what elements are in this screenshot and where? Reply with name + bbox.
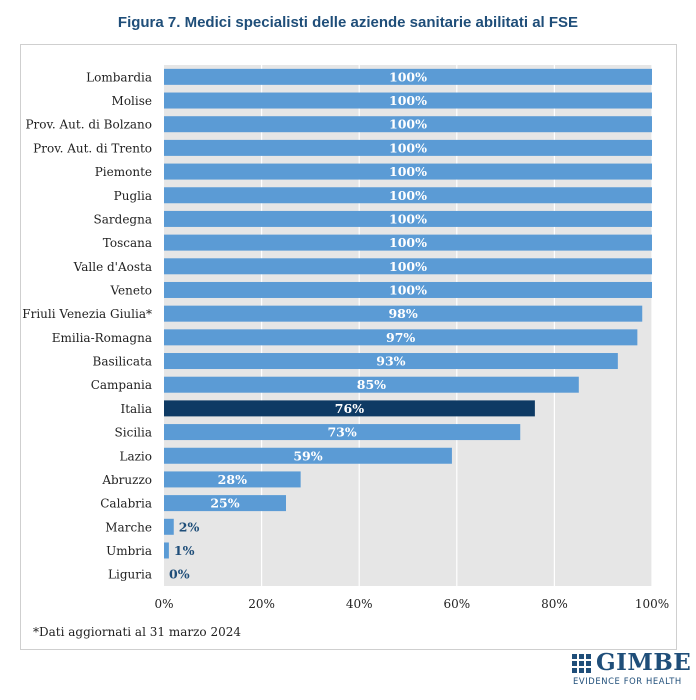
category-label: Marche (105, 520, 152, 534)
logo-tagline: EVIDENCE FOR HEALTH (573, 676, 682, 686)
data-label: 25% (210, 496, 239, 511)
x-tick-label: 40% (346, 597, 373, 611)
category-label: Toscana (103, 236, 152, 250)
bar-veneto (164, 281, 652, 298)
category-label: Prov. Aut. di Trento (33, 141, 152, 155)
data-label: 85% (357, 377, 386, 392)
data-label: 93% (376, 354, 405, 369)
data-label: 100% (389, 69, 427, 84)
x-tick-label: 20% (248, 597, 275, 611)
bar-toscana (164, 234, 652, 251)
category-label: Calabria (100, 497, 152, 511)
logo-name: GIMBE (596, 649, 692, 676)
bar-friuli-venezia-giulia- (164, 305, 643, 322)
data-label: 100% (389, 259, 427, 274)
bar-piemonte (164, 163, 652, 180)
data-label: 100% (389, 117, 427, 132)
bar-puglia (164, 187, 652, 204)
category-label: Friuli Venezia Giulia* (22, 307, 152, 321)
category-label: Piemonte (95, 165, 152, 179)
bar-basilicata (164, 353, 618, 370)
data-label: 100% (389, 188, 427, 203)
data-label: 98% (388, 306, 417, 321)
data-label: 100% (389, 211, 427, 226)
category-label: Sicilia (115, 426, 152, 440)
data-label: 0% (169, 567, 190, 582)
category-label: Valle d'Aosta (73, 260, 152, 274)
data-label: 73% (327, 425, 356, 440)
category-label: Italia (120, 402, 152, 416)
data-label: 97% (386, 330, 415, 345)
bar-sardegna (164, 210, 652, 227)
footnote: *Dati aggiornati al 31 marzo 2024 (33, 625, 241, 639)
data-label: 59% (293, 448, 322, 463)
category-label: Umbria (106, 544, 152, 558)
category-label: Liguria (108, 568, 152, 582)
bar-prov-aut-di-trento (164, 139, 652, 156)
bar-lombardia (164, 68, 652, 85)
bar-valle-d-aosta (164, 258, 652, 275)
bar-abruzzo (164, 471, 301, 488)
x-tick-label: 80% (541, 597, 568, 611)
category-label: Veneto (109, 283, 152, 297)
bar-marche (164, 518, 174, 535)
category-label: Prov. Aut. di Bolzano (25, 118, 152, 132)
chart-title: Figura 7. Medici specialisti delle azien… (117, 14, 579, 31)
bar-prov-aut-di-bolzano (164, 116, 652, 133)
category-label: Molise (112, 94, 152, 108)
data-label: 76% (335, 401, 364, 416)
data-label: 100% (389, 140, 427, 155)
bar-sicilia (164, 424, 521, 441)
category-label: Puglia (114, 189, 152, 203)
data-label: 1% (174, 543, 195, 558)
x-tick-label: 60% (443, 597, 470, 611)
data-label: 100% (389, 164, 427, 179)
bar-campania (164, 376, 579, 393)
bar-emilia-romagna (164, 329, 638, 346)
category-label: Sardegna (94, 212, 152, 226)
data-label: 100% (389, 282, 427, 297)
logo-grid-icon (572, 654, 592, 674)
bar-lazio (164, 447, 452, 464)
bar-molise (164, 92, 652, 109)
bar-italia (164, 400, 535, 417)
x-tick-label: 0% (154, 597, 173, 611)
category-label: Lombardia (86, 70, 152, 84)
data-label: 100% (389, 93, 427, 108)
category-label: Emilia-Romagna (52, 331, 152, 345)
data-label: 2% (179, 519, 200, 534)
x-tick-label: 100% (635, 597, 669, 611)
data-label: 100% (389, 235, 427, 250)
category-label: Lazio (119, 449, 152, 463)
category-label: Campania (91, 378, 152, 392)
bar-calabria (164, 495, 286, 512)
gimbe-logo: GIMBE EVIDENCE FOR HEALTH (572, 649, 691, 691)
category-label: Abruzzo (101, 473, 152, 487)
data-label: 28% (218, 472, 247, 487)
category-label: Basilicata (93, 355, 153, 369)
bar-umbria (164, 542, 169, 559)
